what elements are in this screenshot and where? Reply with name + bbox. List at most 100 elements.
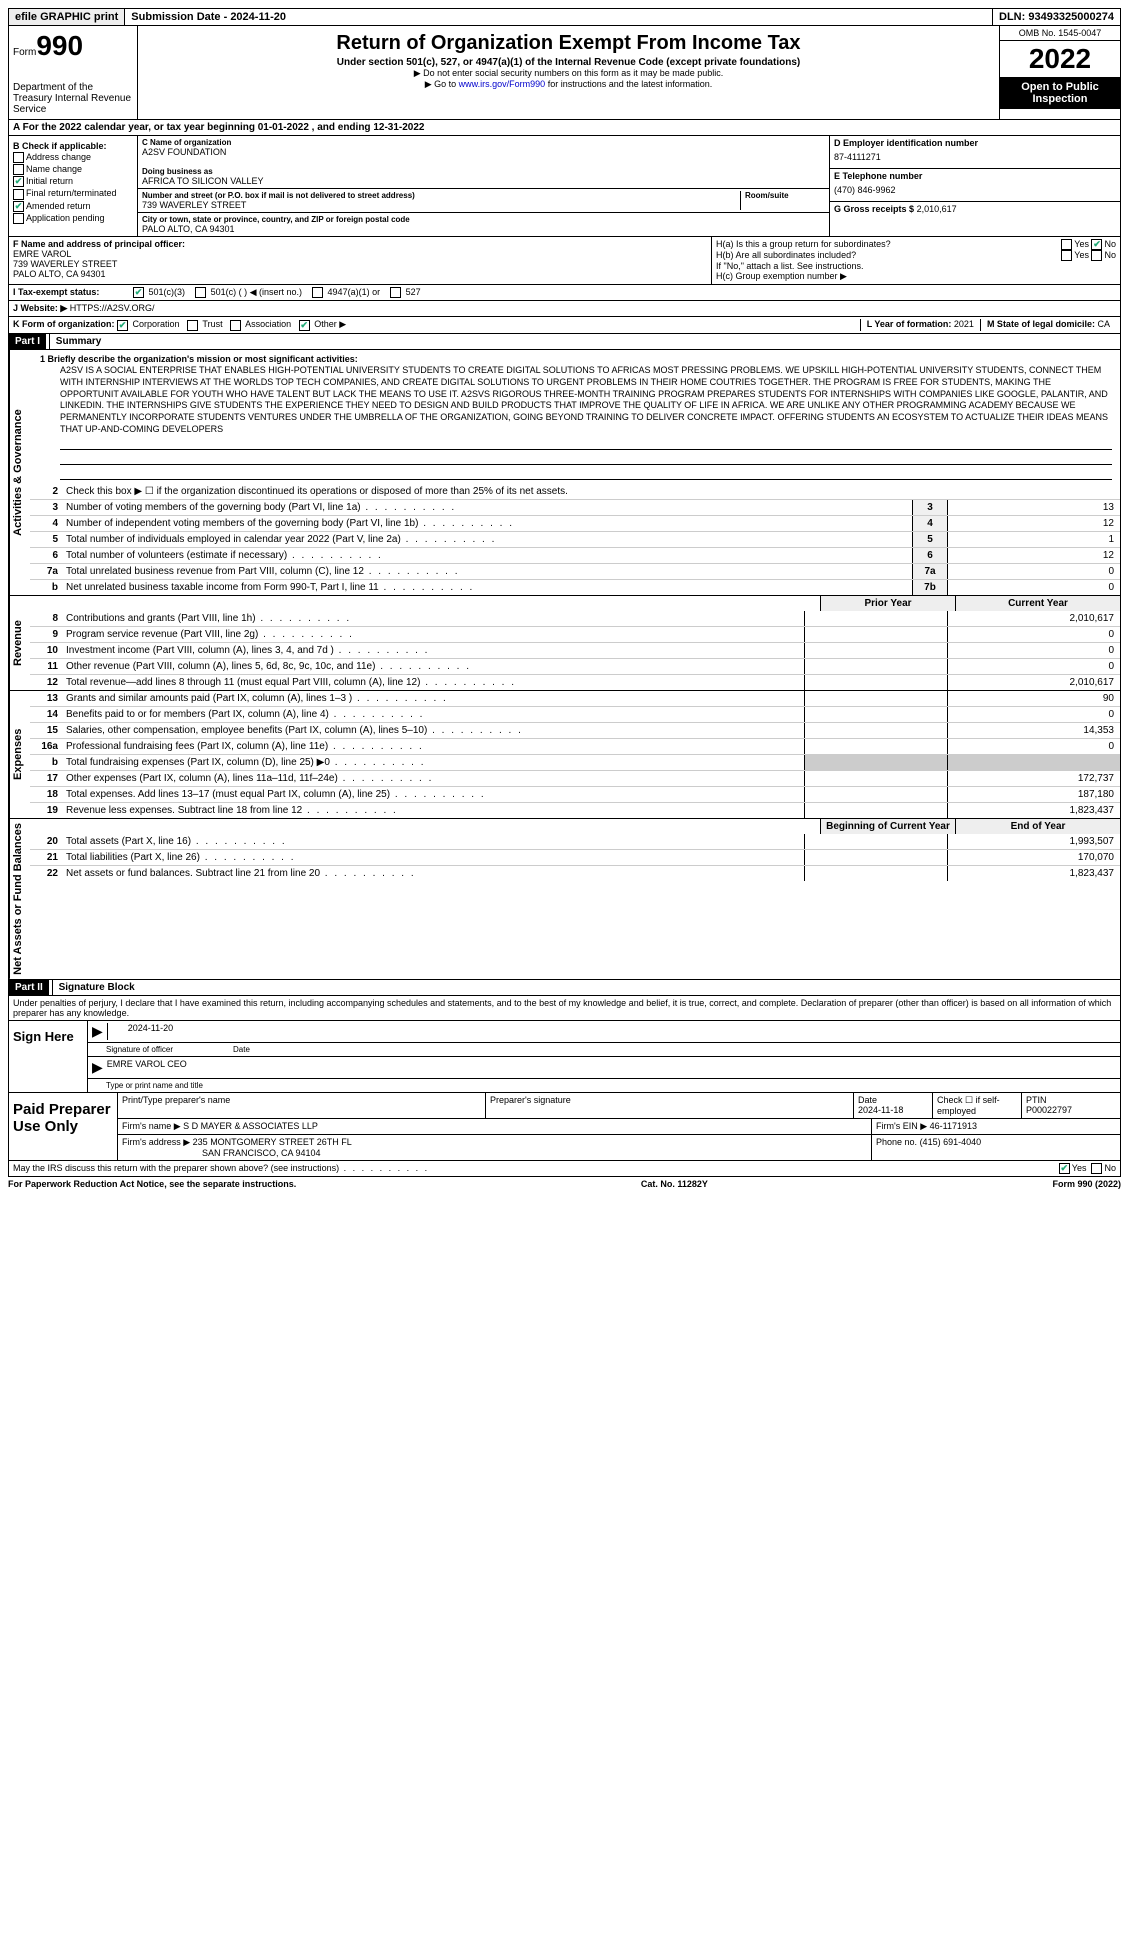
firm-ein: 46-1171913 (930, 1121, 977, 1131)
form-ref: Form 990 (2022) (1052, 1179, 1121, 1189)
officer-name: EMRE VAROL (13, 249, 707, 259)
row-j: J Website: ▶ HTTPS://A2SV.ORG/ (8, 301, 1121, 317)
hb-label: H(b) Are all subordinates included? (716, 250, 1061, 261)
header-right: OMB No. 1545-0047 2022 Open to Public In… (999, 26, 1120, 119)
501c3-check[interactable] (133, 287, 144, 298)
signer-name: EMRE VAROL CEO (107, 1059, 187, 1076)
irs-link[interactable]: www.irs.gov/Form990 (459, 79, 546, 89)
mission-label: 1 Briefly describe the organization's mi… (40, 354, 1112, 366)
row-fh: F Name and address of principal officer:… (8, 237, 1121, 285)
row-klm: K Form of organization: Corporation Trus… (8, 317, 1121, 333)
website: HTTPS://A2SV.ORG/ (70, 303, 155, 314)
sign-block: Sign Here ▶ 2024-11-20 Signature of offi… (8, 1021, 1121, 1093)
ha-label: H(a) Is this a group return for subordin… (716, 239, 1061, 250)
city: PALO ALTO, CA 94301 (142, 224, 825, 234)
org-name-label: C Name of organization (142, 138, 825, 147)
firm-phone: (415) 691-4040 (920, 1137, 982, 1147)
firm-addr2: SAN FRANCISCO, CA 94104 (202, 1148, 321, 1158)
end-year-hdr: End of Year (955, 819, 1120, 834)
table-row: 21Total liabilities (Part X, line 26)170… (30, 849, 1120, 865)
table-row: 19Revenue less expenses. Subtract line 1… (30, 802, 1120, 818)
ptin: P00022797 (1026, 1105, 1116, 1115)
submission-date: Submission Date - 2024-11-20 (125, 9, 992, 25)
top-bar: efile GRAPHIC print Submission Date - 20… (8, 8, 1121, 26)
section-net: Net Assets or Fund Balances Beginning of… (8, 819, 1121, 980)
arrow-icon: ▶ (92, 1059, 103, 1076)
begin-year-hdr: Beginning of Current Year (820, 819, 955, 834)
sig-label: Signature of officer (106, 1045, 173, 1054)
table-row: 10Investment income (Part VIII, column (… (30, 642, 1120, 658)
paid-preparer-label: Paid Preparer Use Only (9, 1093, 118, 1160)
boxb-check[interactable] (13, 189, 24, 200)
table-row: 11Other revenue (Part VIII, column (A), … (30, 658, 1120, 674)
side-governance: Activities & Governance (9, 350, 30, 596)
room-label: Room/suite (745, 191, 825, 200)
table-row: 16aProfessional fundraising fees (Part I… (30, 738, 1120, 754)
table-row: 22Net assets or fund balances. Subtract … (30, 865, 1120, 881)
gross-receipts: 2,010,617 (917, 204, 957, 214)
table-row: 14Benefits paid to or for members (Part … (30, 706, 1120, 722)
mission-text: A2SV IS A SOCIAL ENTERPRISE THAT ENABLES… (60, 365, 1112, 435)
addr: 739 WAVERLEY STREET (142, 200, 740, 210)
prior-year-hdr: Prior Year (820, 596, 955, 611)
year-formation: 2021 (954, 319, 974, 329)
hb-yes[interactable] (1061, 250, 1072, 261)
header-center: Return of Organization Exempt From Incom… (138, 26, 999, 119)
table-row: 13Grants and similar amounts paid (Part … (30, 691, 1120, 706)
table-row: 15Salaries, other compensation, employee… (30, 722, 1120, 738)
discuss-row: May the IRS discuss this return with the… (8, 1161, 1121, 1177)
form-note2: ▶ Go to www.irs.gov/Form990 for instruct… (142, 79, 995, 90)
row-a: A For the 2022 calendar year, or tax yea… (8, 120, 1121, 136)
boxb-check[interactable] (13, 164, 24, 175)
side-net: Net Assets or Fund Balances (9, 819, 30, 979)
hb-note: If "No," attach a list. See instructions… (716, 261, 1116, 271)
form-note1: ▶ Do not enter social security numbers o… (142, 68, 995, 79)
section-expenses: Expenses 13Grants and similar amounts pa… (8, 691, 1121, 819)
header-left: Form990 Department of the Treasury Inter… (9, 26, 138, 119)
boxb-check[interactable] (13, 213, 24, 224)
table-row: 2Check this box ▶ ☐ if the organization … (30, 484, 1120, 499)
org-name: A2SV FOUNDATION (142, 147, 825, 157)
table-row: 3Number of voting members of the governi… (30, 499, 1120, 515)
efile-print[interactable]: efile GRAPHIC print (9, 9, 125, 25)
dln: DLN: 93493325000274 (992, 9, 1120, 25)
table-row: 9Program service revenue (Part VIII, lin… (30, 626, 1120, 642)
prep-name-hdr: Print/Type preparer's name (118, 1093, 486, 1118)
entity-info: B Check if applicable: Address changeNam… (8, 136, 1121, 237)
form-header: Form990 Department of the Treasury Inter… (8, 26, 1121, 120)
discuss-yes[interactable] (1059, 1163, 1070, 1174)
firm-addr1: 235 MONTGOMERY STREET 26TH FL (193, 1137, 352, 1147)
table-row: 17Other expenses (Part IX, column (A), l… (30, 770, 1120, 786)
paperwork-notice: For Paperwork Reduction Act Notice, see … (8, 1179, 296, 1189)
dept-label: Department of the Treasury Internal Reve… (13, 82, 133, 115)
form-subtitle: Under section 501(c), 527, or 4947(a)(1)… (142, 57, 995, 68)
footer: For Paperwork Reduction Act Notice, see … (8, 1177, 1121, 1189)
part2-header: Part II Signature Block (8, 980, 1121, 996)
discuss-no[interactable] (1091, 1163, 1102, 1174)
self-emp: Check ☐ if self-employed (933, 1093, 1022, 1118)
table-row: 18Total expenses. Add lines 13–17 (must … (30, 786, 1120, 802)
officer-addr1: 739 WAVERLEY STREET (13, 259, 707, 269)
ha-yes[interactable] (1061, 239, 1072, 250)
dba: AFRICA TO SILICON VALLEY (142, 176, 825, 186)
table-row: 5Total number of individuals employed in… (30, 531, 1120, 547)
table-row: 20Total assets (Part X, line 16)1,993,50… (30, 834, 1120, 849)
form-label: Form (13, 47, 36, 58)
table-row: 8Contributions and grants (Part VIII, li… (30, 611, 1120, 626)
tax-year: 2022 (1000, 41, 1120, 77)
table-row: 7aTotal unrelated business revenue from … (30, 563, 1120, 579)
hb-no[interactable] (1091, 250, 1102, 261)
table-row: 12Total revenue—add lines 8 through 11 (… (30, 674, 1120, 690)
boxb-check[interactable] (13, 201, 24, 212)
table-row: 4Number of independent voting members of… (30, 515, 1120, 531)
boxb-check[interactable] (13, 152, 24, 163)
dba-label: Doing business as (142, 167, 825, 176)
prep-sig-hdr: Preparer's signature (486, 1093, 854, 1118)
penalties-text: Under penalties of perjury, I declare th… (8, 996, 1121, 1021)
box-b: B Check if applicable: Address changeNam… (9, 136, 138, 236)
form-org-label: K Form of organization: (13, 319, 115, 330)
discuss-label: May the IRS discuss this return with the… (13, 1163, 1059, 1174)
ha-no[interactable] (1091, 239, 1102, 250)
box-f: F Name and address of principal officer:… (9, 237, 711, 284)
boxb-check[interactable] (13, 176, 24, 187)
